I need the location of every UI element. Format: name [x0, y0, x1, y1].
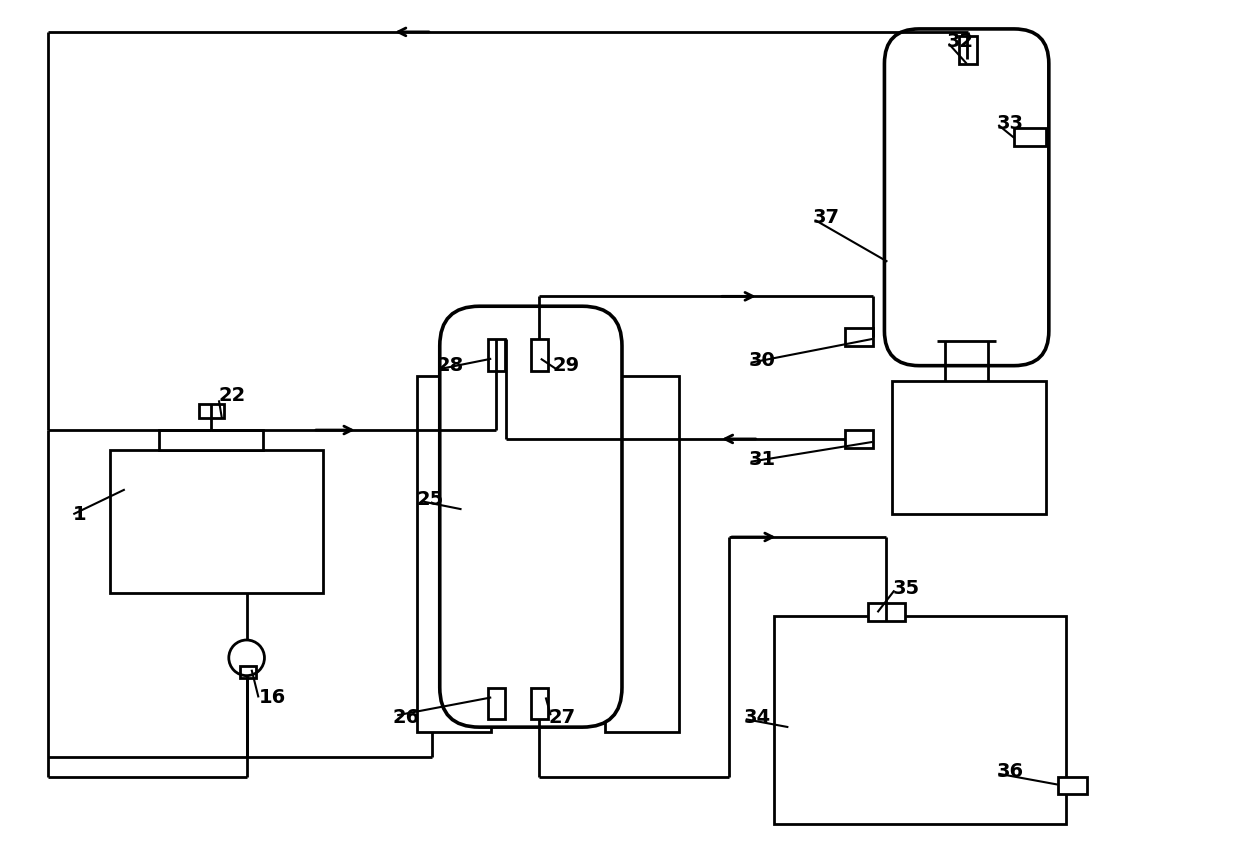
- Text: 22: 22: [219, 386, 247, 405]
- Text: 36: 36: [997, 762, 1023, 781]
- Text: 34: 34: [744, 708, 771, 727]
- Bar: [239, 666, 255, 677]
- Text: 29: 29: [553, 356, 580, 375]
- Bar: [844, 328, 873, 346]
- Bar: [959, 36, 977, 63]
- Text: 28: 28: [436, 356, 464, 375]
- Bar: [1058, 777, 1087, 794]
- Bar: [1014, 128, 1045, 145]
- Bar: [200, 404, 224, 418]
- Text: 1: 1: [73, 505, 87, 524]
- FancyBboxPatch shape: [440, 307, 622, 727]
- Bar: [893, 380, 1045, 514]
- Text: 33: 33: [997, 113, 1023, 132]
- Text: 27: 27: [548, 708, 575, 727]
- Bar: [110, 449, 322, 593]
- Text: 32: 32: [947, 32, 973, 51]
- Text: 26: 26: [392, 708, 419, 727]
- Text: 31: 31: [749, 450, 776, 469]
- Bar: [489, 339, 505, 371]
- Bar: [489, 688, 505, 720]
- Bar: [160, 430, 263, 449]
- Bar: [844, 430, 873, 448]
- Bar: [605, 376, 680, 732]
- Text: 16: 16: [258, 688, 285, 707]
- Bar: [868, 604, 905, 621]
- Text: 25: 25: [417, 490, 444, 509]
- FancyBboxPatch shape: [884, 29, 1049, 365]
- Bar: [531, 688, 548, 720]
- Bar: [417, 376, 491, 732]
- Bar: [531, 339, 548, 371]
- Text: 35: 35: [893, 579, 920, 598]
- Text: 37: 37: [813, 208, 841, 227]
- Bar: [774, 617, 1065, 824]
- Text: 30: 30: [749, 352, 776, 370]
